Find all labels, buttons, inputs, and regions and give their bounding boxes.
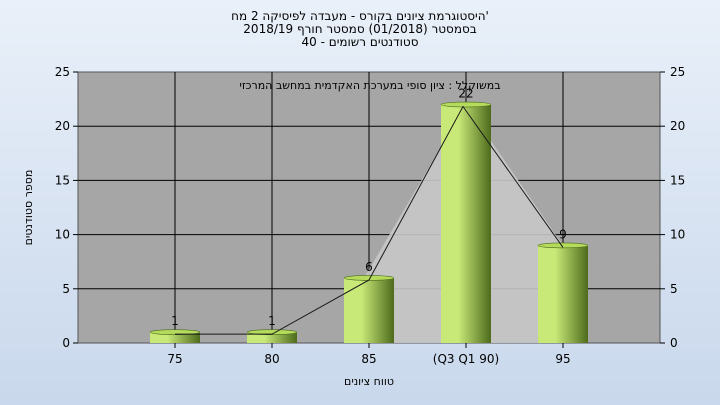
y-axis-label: מספר סטודנטים: [22, 170, 35, 246]
x-tick-label: (Q3 Q1 90): [433, 352, 499, 366]
data-label: 6: [365, 260, 373, 274]
bar-cap: [537, 242, 589, 249]
y-tick-label: 10: [55, 228, 70, 242]
y-tick-label: 5: [62, 282, 70, 296]
x-tick-label: 95: [555, 352, 570, 366]
bar: [441, 104, 491, 344]
x-tick-label: 80: [264, 352, 279, 366]
y2-tick-label: 0: [670, 336, 678, 350]
bar: [538, 245, 588, 343]
bars-group: [149, 101, 589, 344]
y2-tick-label: 20: [670, 119, 685, 133]
y-tick-label: 15: [55, 173, 70, 187]
y2-tick-label: 10: [670, 228, 685, 242]
trend-line: [175, 105, 564, 335]
chart-header-line-2: בסמסטר (01/2018) סמסטר חורף 2018/19: [243, 22, 477, 36]
bar: [247, 332, 297, 343]
chart-header-line-3: סטודנטים רשומים - 40: [301, 35, 419, 49]
bar-cap: [440, 101, 492, 108]
y-tick-label: 0: [62, 336, 70, 350]
data-label: 1: [268, 314, 276, 328]
x-axis-label: טווח ציונים: [344, 375, 394, 388]
y-tick-label: 25: [55, 65, 70, 79]
x-tick-label: 75: [167, 352, 182, 366]
chart-title: במשוקלל : ציון סופי במערכת האקדמית במחשב…: [239, 79, 500, 92]
data-label: 9: [559, 227, 567, 241]
y2-tick-label: 25: [670, 65, 685, 79]
chart-header-line-1: היסטוגרמת ציונים בקורס - מעבדה לפיסיקה 2…: [231, 9, 489, 23]
y2-tick-label: 5: [670, 282, 678, 296]
y2-tick-label: 15: [670, 173, 685, 187]
data-label: 22: [458, 87, 473, 101]
bar: [344, 277, 394, 343]
x-tick-label: 85: [361, 352, 376, 366]
bar: [150, 332, 200, 343]
data-label: 1: [171, 314, 179, 328]
y-tick-label: 20: [55, 119, 70, 133]
